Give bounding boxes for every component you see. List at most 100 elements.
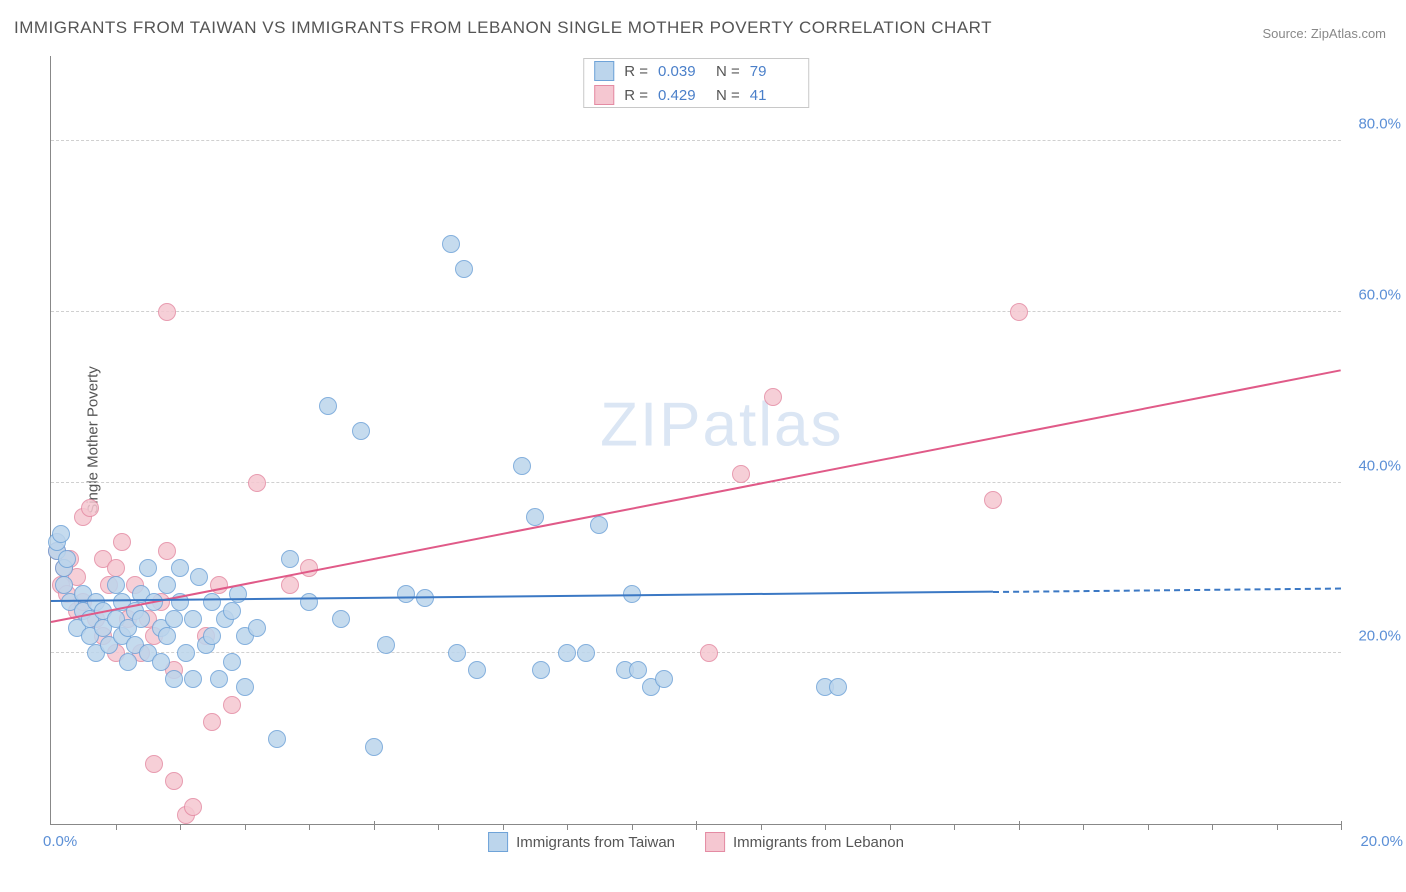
data-point-lebanon (145, 755, 163, 773)
x-axis-label-min: 0.0% (43, 833, 77, 850)
scatter-plot-area: ZIPatlas Single Mother Poverty R = 0.039… (50, 56, 1341, 825)
x-tick (245, 825, 246, 830)
x-tick (825, 825, 826, 830)
x-tick (761, 825, 762, 830)
y-tick-label: 20.0% (1346, 628, 1401, 645)
y-tick-label: 40.0% (1346, 457, 1401, 474)
data-point-taiwan (165, 670, 183, 688)
data-point-taiwan (210, 670, 228, 688)
stats-row-lebanon: R = 0.429 N = 41 (584, 83, 808, 107)
data-point-taiwan (352, 422, 370, 440)
data-point-lebanon (984, 491, 1002, 509)
data-point-lebanon (1010, 303, 1028, 321)
x-tick (696, 821, 697, 830)
data-point-taiwan (223, 602, 241, 620)
data-point-lebanon (165, 772, 183, 790)
data-point-taiwan (184, 670, 202, 688)
x-tick (1212, 825, 1213, 830)
data-point-lebanon (223, 696, 241, 714)
gridline (51, 652, 1341, 653)
x-tick (1148, 825, 1149, 830)
data-point-taiwan (281, 550, 299, 568)
data-point-lebanon (300, 559, 318, 577)
data-point-taiwan (248, 619, 266, 637)
swatch-lebanon-icon (705, 832, 725, 852)
data-point-taiwan (526, 508, 544, 526)
x-tick (116, 825, 117, 830)
swatch-taiwan-icon (594, 61, 614, 81)
x-tick (374, 821, 375, 830)
x-tick (1277, 825, 1278, 830)
data-point-lebanon (732, 465, 750, 483)
x-tick (180, 825, 181, 830)
data-point-taiwan (203, 627, 221, 645)
x-tick (503, 825, 504, 830)
x-tick (567, 825, 568, 830)
data-point-taiwan (177, 644, 195, 662)
data-point-taiwan (236, 678, 254, 696)
data-point-taiwan (223, 653, 241, 671)
trendline-taiwan-dashed (993, 587, 1341, 592)
data-point-lebanon (107, 559, 125, 577)
data-point-lebanon (203, 713, 221, 731)
data-point-taiwan (590, 516, 608, 534)
n-label: N = (716, 87, 740, 104)
data-point-taiwan (300, 593, 318, 611)
data-point-lebanon (248, 474, 266, 492)
r-label: R = (624, 63, 648, 80)
correlation-stats-box: R = 0.039 N = 79 R = 0.429 N = 41 (583, 58, 809, 108)
data-point-taiwan (165, 610, 183, 628)
data-point-lebanon (700, 644, 718, 662)
data-point-taiwan (829, 678, 847, 696)
x-tick (438, 825, 439, 830)
trendline-lebanon-solid (51, 370, 1341, 624)
data-point-taiwan (203, 593, 221, 611)
r-value-lebanon: 0.429 (658, 87, 706, 104)
r-label: R = (624, 87, 648, 104)
data-point-taiwan (158, 627, 176, 645)
data-point-taiwan (55, 576, 73, 594)
data-point-taiwan (319, 397, 337, 415)
data-point-taiwan (171, 559, 189, 577)
n-label: N = (716, 63, 740, 80)
x-axis-label-max: 20.0% (1360, 833, 1403, 850)
data-point-taiwan (190, 568, 208, 586)
x-tick (1019, 821, 1020, 830)
data-point-lebanon (81, 499, 99, 517)
r-value-taiwan: 0.039 (658, 63, 706, 80)
data-point-taiwan (332, 610, 350, 628)
x-tick (890, 825, 891, 830)
stats-row-taiwan: R = 0.039 N = 79 (584, 59, 808, 83)
watermark: ZIPatlas (600, 389, 843, 460)
data-point-taiwan (139, 559, 157, 577)
data-point-taiwan (58, 550, 76, 568)
data-point-taiwan (377, 636, 395, 654)
legend-item-lebanon: Immigrants from Lebanon (705, 832, 904, 852)
data-point-taiwan (558, 644, 576, 662)
data-point-taiwan (629, 661, 647, 679)
data-point-taiwan (468, 661, 486, 679)
data-point-taiwan (132, 610, 150, 628)
n-value-lebanon: 41 (750, 87, 798, 104)
series-legend: Immigrants from Taiwan Immigrants from L… (488, 832, 904, 852)
data-point-taiwan (397, 585, 415, 603)
legend-item-taiwan: Immigrants from Taiwan (488, 832, 675, 852)
data-point-taiwan (152, 653, 170, 671)
data-point-taiwan (268, 730, 286, 748)
x-tick (1083, 825, 1084, 830)
data-point-lebanon (281, 576, 299, 594)
swatch-taiwan-icon (488, 832, 508, 852)
data-point-taiwan (455, 260, 473, 278)
y-axis-title: Single Mother Poverty (84, 366, 101, 514)
chart-title: IMMIGRANTS FROM TAIWAN VS IMMIGRANTS FRO… (14, 18, 992, 38)
source-attribution: Source: ZipAtlas.com (1262, 26, 1386, 41)
gridline (51, 311, 1341, 312)
swatch-lebanon-icon (594, 85, 614, 105)
x-tick (632, 825, 633, 830)
gridline (51, 140, 1341, 141)
data-point-lebanon (184, 798, 202, 816)
data-point-taiwan (577, 644, 595, 662)
x-tick (954, 825, 955, 830)
gridline (51, 482, 1341, 483)
data-point-taiwan (365, 738, 383, 756)
